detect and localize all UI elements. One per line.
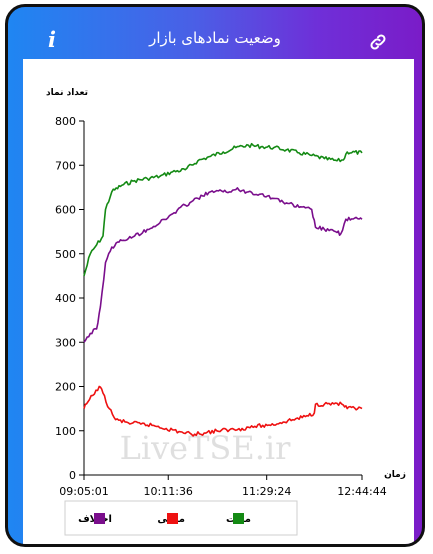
legend-item[interactable]: منفی (157, 513, 185, 525)
y-tick-label: 0 (69, 469, 76, 482)
x-tick-label: 09:05:01 (59, 485, 108, 498)
x-tick-label: 12:44:44 (337, 485, 386, 498)
link-icon[interactable] (368, 32, 388, 52)
y-tick-label: 800 (55, 115, 76, 128)
y-tick-label: 100 (55, 425, 76, 438)
x-axis-label: زمان (384, 470, 406, 480)
info-icon[interactable]: i (48, 27, 56, 52)
series-line-1 (83, 142, 363, 277)
y-tick-label: 700 (55, 159, 76, 172)
y-tick-label: 200 (55, 381, 76, 394)
y-axis: 0 100 200 300 400 500 600 700 800 (55, 115, 85, 482)
x-tick-label: 11:29:24 (242, 485, 291, 498)
legend-swatch (94, 513, 105, 524)
series-lines (83, 142, 363, 437)
x-tick-label: 10:11:36 (144, 485, 193, 498)
series-line-3 (83, 187, 363, 343)
series-line-2 (83, 385, 363, 437)
x-axis: 09:05:01 10:11:36 11:29:24 12:44:44 (59, 474, 387, 498)
y-tick-label: 600 (55, 204, 76, 217)
legend-swatch (167, 513, 178, 524)
watermark-text: LiveTSE.ir (120, 429, 292, 467)
y-tick-label: 500 (55, 248, 76, 261)
legend-item[interactable]: مثبت (226, 513, 251, 525)
chart-panel: 0 100 200 300 400 500 600 700 800 09:05:01 10:11:… (23, 59, 414, 544)
y-axis-label: تعداد نماد (46, 88, 88, 98)
market-status-card: i وضعیت نمادهای بازار 0 100 200 300 400 500 60… (5, 4, 425, 547)
market-chart: 0 100 200 300 400 500 600 700 800 09:05:01 10:11:… (46, 88, 406, 536)
card-title: وضعیت نمادهای بازار (149, 29, 281, 47)
y-tick-label: 400 (55, 292, 76, 305)
legend-item[interactable]: اختلاف (78, 513, 112, 525)
legend-swatch (233, 513, 244, 524)
y-tick-label: 300 (55, 336, 76, 349)
card-header: i وضعیت نمادهای بازار (8, 7, 422, 63)
legend: مثبت منفی اختلاف (64, 500, 298, 536)
